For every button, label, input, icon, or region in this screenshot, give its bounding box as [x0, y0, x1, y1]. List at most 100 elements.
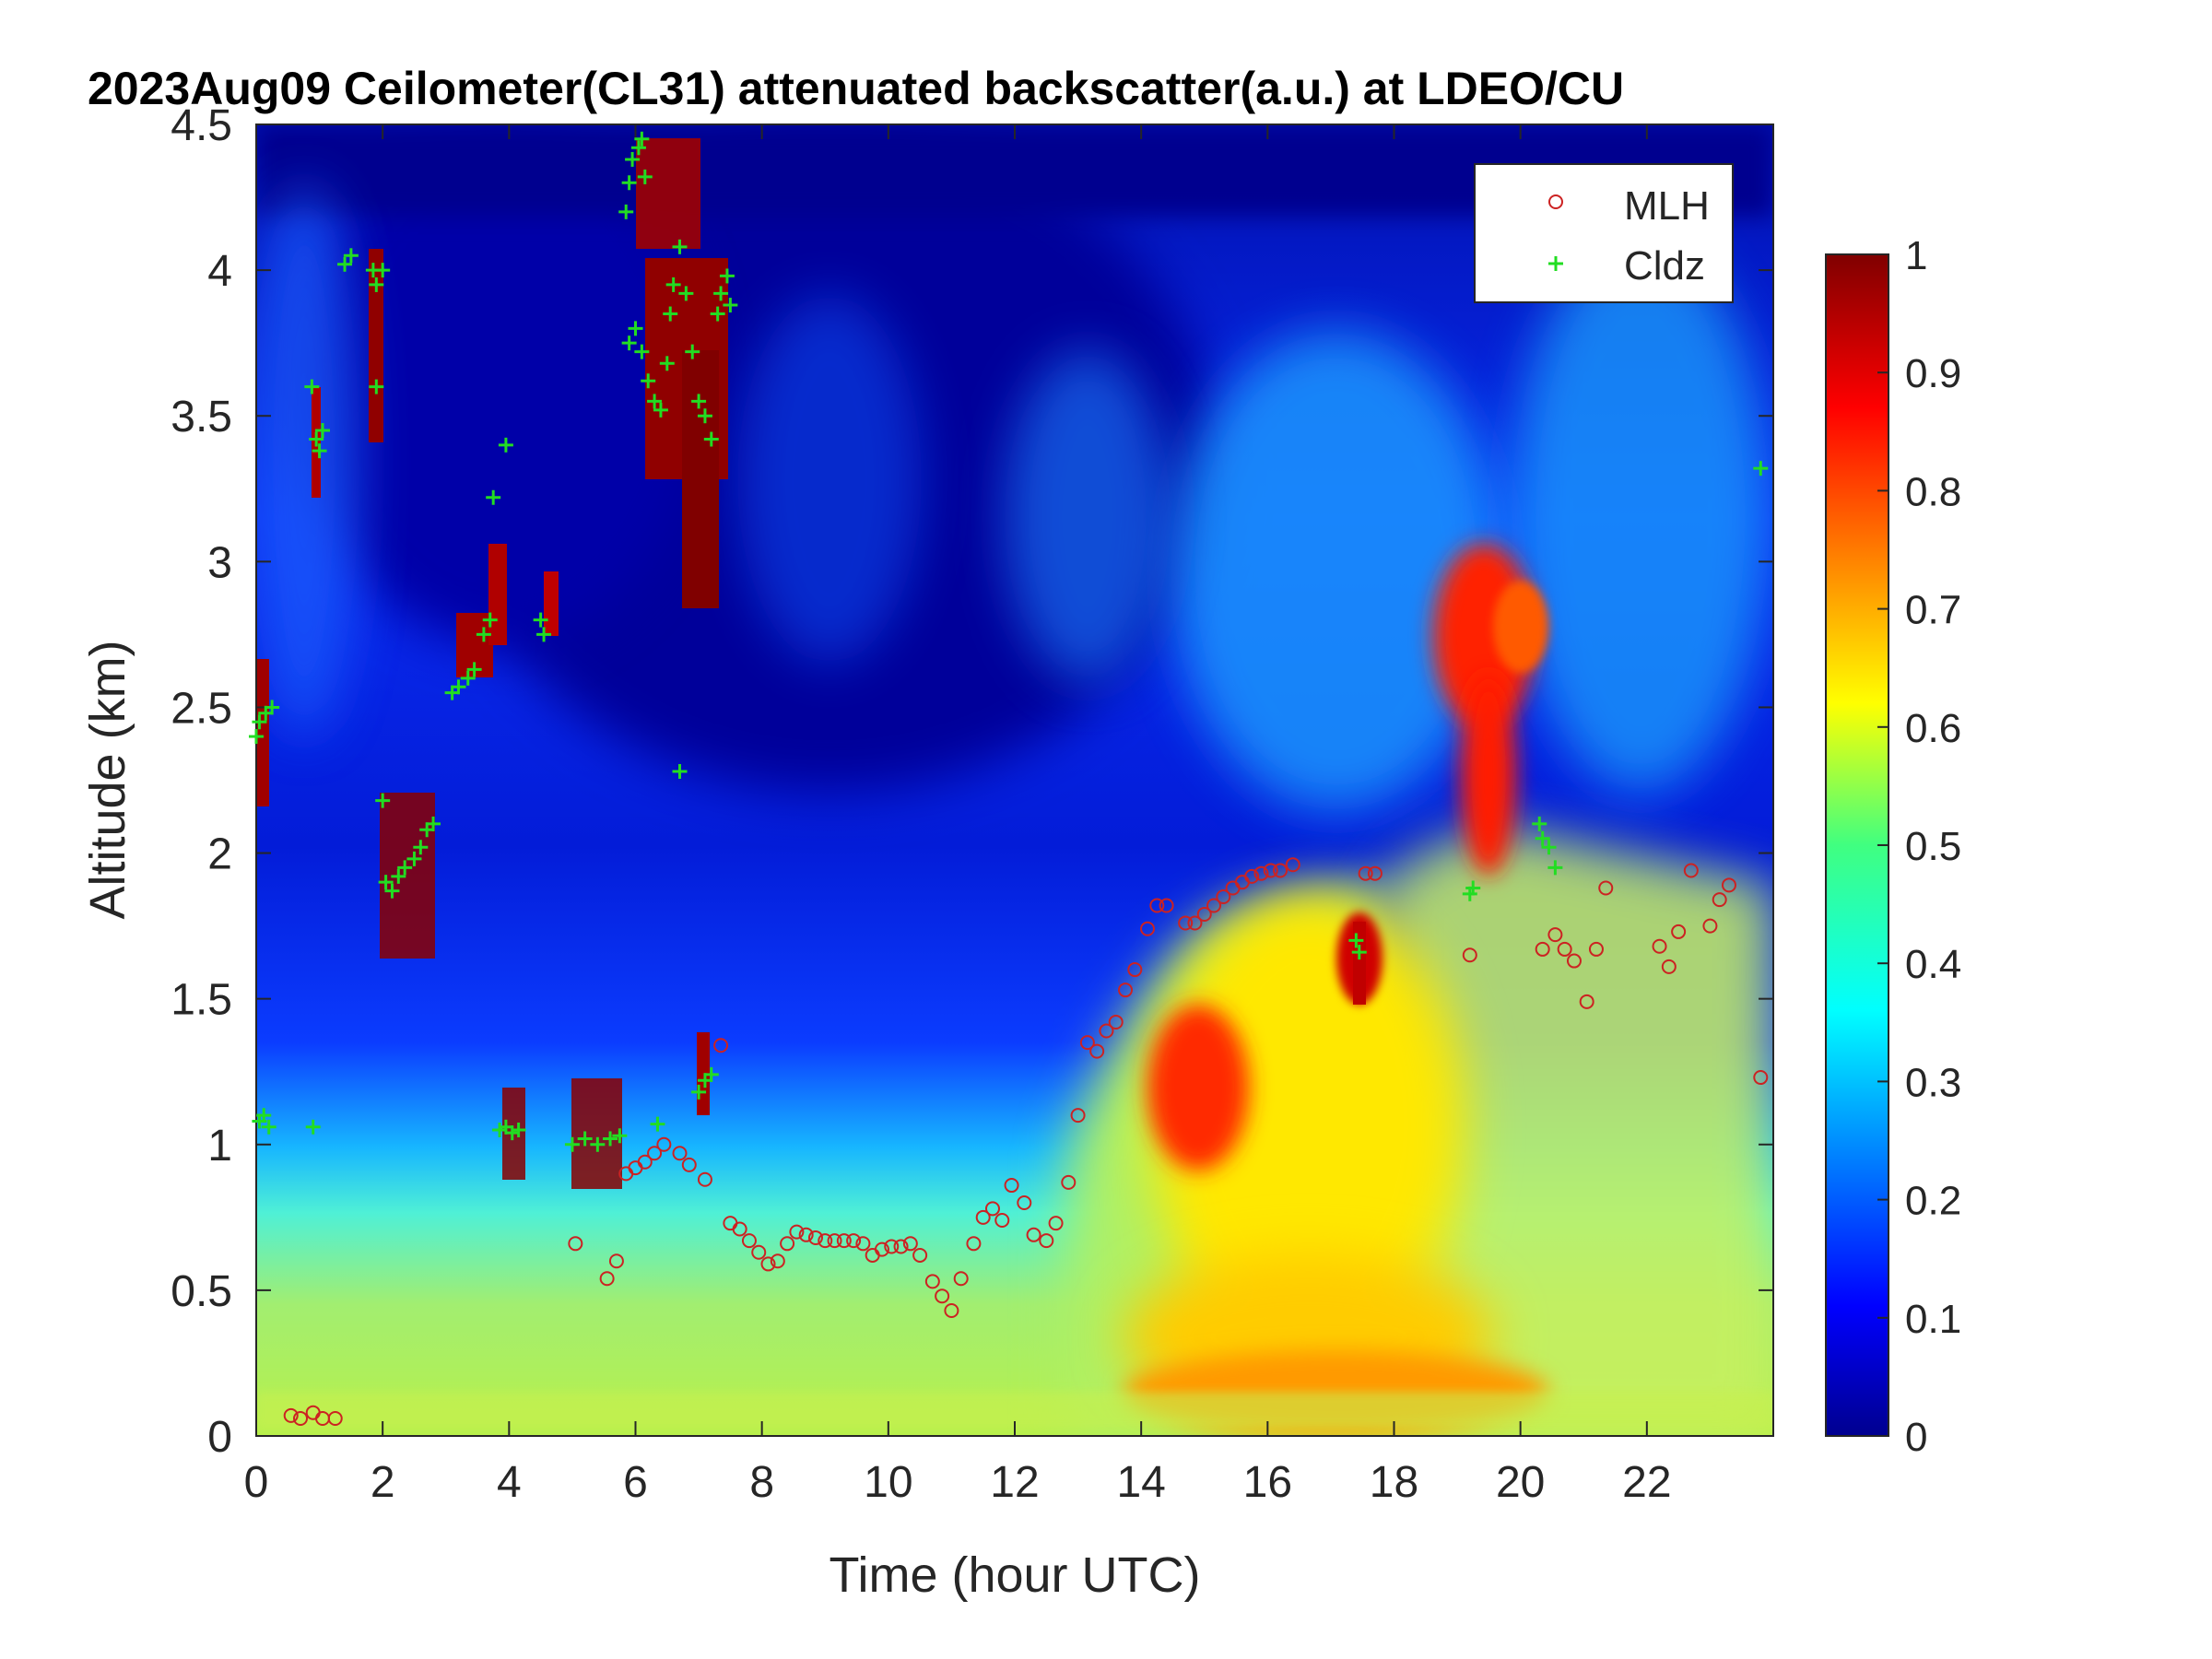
y-axis: 0 0.5 1 1.5 2 2.5 3 3.5 4 4.5 — [171, 101, 1773, 1462]
mlh-point — [1712, 892, 1727, 908]
mlh-point — [751, 1244, 767, 1260]
colorbar-tick-label: 0.1 — [1905, 1297, 1961, 1342]
mlh-point — [780, 1236, 795, 1252]
mlh-point — [846, 1233, 862, 1249]
y-tick-label: 1 — [207, 1122, 232, 1171]
cldz-point — [375, 793, 391, 808]
mlh-point — [608, 1253, 624, 1269]
colorbar-tick-label: 0.7 — [1905, 588, 1961, 633]
y-tick-label: 0 — [207, 1413, 232, 1462]
mlh-point — [966, 1236, 982, 1252]
colorbar-ticks: 0 0.1 0.2 0.3 0.4 0.5 0.6 0.7 0.8 0.9 1 — [1877, 233, 1961, 1460]
cldz-point — [252, 714, 267, 730]
mlh-point — [1535, 941, 1550, 957]
mlh-point — [1026, 1227, 1041, 1242]
mlh-point — [637, 1154, 653, 1170]
mlh-point — [836, 1233, 852, 1249]
cldz-point — [315, 423, 331, 439]
x-axis: 0 2 4 6 8 10 12 14 16 18 20 22 — [244, 124, 1672, 1507]
mlh-point — [1702, 918, 1718, 934]
cldz-point — [511, 1122, 526, 1137]
cldz-point — [678, 286, 694, 301]
cldz-point — [590, 1136, 606, 1152]
cldz-point — [466, 662, 482, 677]
mlh-point — [1244, 868, 1260, 884]
mlh-point — [1196, 906, 1212, 922]
cldz-point — [641, 373, 656, 389]
cldz-point — [406, 851, 422, 866]
mlh-point — [1070, 1108, 1086, 1124]
y-tick-label: 1.5 — [171, 976, 232, 1025]
mlh-point — [1721, 877, 1736, 893]
cldz-point — [1541, 840, 1557, 855]
y-axis-label: Altitude (km) — [80, 640, 135, 919]
mlh-point — [1579, 994, 1594, 1009]
cldz-point — [312, 443, 327, 459]
mlh-point — [599, 1271, 615, 1287]
cldz-point — [703, 431, 719, 447]
x-tick-label: 4 — [497, 1458, 522, 1507]
cldz-point — [305, 1119, 321, 1135]
cldz-point — [564, 1136, 580, 1152]
cldz-point — [723, 298, 738, 313]
mlh-point — [884, 1239, 900, 1254]
cldz-point — [492, 1122, 508, 1137]
mlh-point — [1079, 1035, 1095, 1051]
cldz-point — [637, 169, 653, 184]
cldz-point — [621, 175, 637, 191]
mlh-point — [1149, 898, 1165, 913]
y-tick-label: 3.5 — [171, 393, 232, 441]
cldz-point — [1351, 945, 1367, 960]
legend-mlh-marker — [1548, 194, 1563, 209]
cldz-point — [647, 394, 663, 409]
legend-box — [1474, 163, 1734, 303]
cldz-point — [618, 204, 634, 219]
cldz-point — [375, 263, 391, 278]
cldz-point — [498, 437, 513, 453]
mlh-point — [1039, 1233, 1054, 1249]
y-tick-label: 4.5 — [171, 101, 232, 150]
mlh-point — [1598, 880, 1614, 896]
cldz-point — [634, 344, 650, 359]
cldz-point — [397, 860, 413, 876]
cldz-point — [691, 394, 707, 409]
mlh-point — [1099, 1023, 1114, 1039]
cldz-point — [486, 489, 501, 505]
cldz-point — [703, 1066, 719, 1082]
cldz-point — [536, 627, 552, 642]
x-axis-label: Time (hour UTC) — [829, 1547, 1200, 1603]
mlh-point — [984, 1201, 1000, 1217]
cldz-point — [337, 256, 353, 272]
chart-title: 2023Aug09 Ceilometer(CL31) attenuated ba… — [88, 63, 1624, 114]
y-tick-label: 4 — [207, 247, 232, 296]
colorbar-tick-label: 0.2 — [1905, 1179, 1961, 1224]
legend-cldz-label: Cldz — [1624, 243, 1705, 288]
cldz-point — [625, 151, 641, 167]
mlh-point — [1089, 1043, 1105, 1059]
mlh-point — [293, 1411, 309, 1427]
cldz-point — [653, 402, 668, 418]
mlh-point — [1127, 962, 1143, 978]
series-markers — [249, 131, 1769, 1427]
colorbar-tick-label: 1 — [1905, 233, 1927, 278]
mlh-point — [1178, 915, 1194, 931]
cldz-point — [1348, 933, 1364, 948]
x-tick-label: 16 — [1243, 1458, 1292, 1507]
mlh-point — [1004, 1178, 1019, 1194]
mlh-point — [1557, 941, 1572, 957]
y-tick-label: 2 — [207, 830, 232, 879]
cldz-point — [1532, 816, 1547, 831]
mlh-point — [1358, 865, 1373, 881]
cldz-point — [621, 335, 637, 351]
cldz-point — [663, 306, 678, 322]
cldz-point — [343, 248, 359, 264]
mlh-point — [1367, 865, 1382, 881]
mlh-point — [1661, 959, 1677, 974]
mlh-point — [713, 1038, 729, 1053]
mlh-point — [798, 1227, 814, 1242]
mlh-point — [1253, 865, 1269, 881]
mlh-point — [1159, 898, 1174, 913]
cldz-point — [672, 239, 688, 254]
colorbar-tick-label: 0.8 — [1905, 469, 1961, 514]
legend-cldz-marker — [1548, 256, 1563, 271]
